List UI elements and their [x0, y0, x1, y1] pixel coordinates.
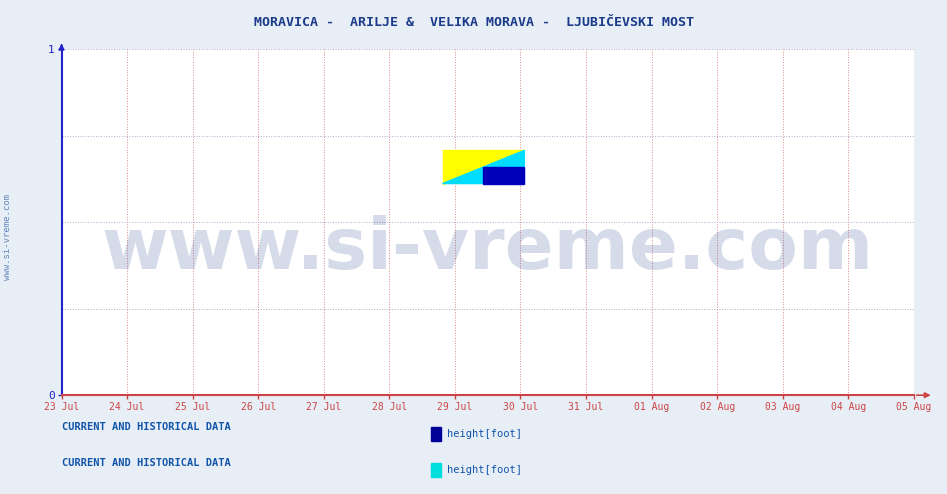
Text: MORAVICA -  ARILJE &  VELIKA MORAVA -  LJUBIČEVSKI MOST: MORAVICA - ARILJE & VELIKA MORAVA - LJUB… [254, 16, 693, 29]
Polygon shape [442, 150, 525, 184]
Text: www.si-vreme.com: www.si-vreme.com [101, 215, 874, 285]
Text: CURRENT AND HISTORICAL DATA: CURRENT AND HISTORICAL DATA [62, 458, 230, 468]
Polygon shape [484, 167, 525, 184]
Polygon shape [442, 150, 525, 184]
Text: height[foot]: height[foot] [447, 429, 522, 439]
Text: www.si-vreme.com: www.si-vreme.com [3, 194, 12, 280]
Text: height[foot]: height[foot] [447, 465, 522, 475]
Text: CURRENT AND HISTORICAL DATA: CURRENT AND HISTORICAL DATA [62, 422, 230, 432]
